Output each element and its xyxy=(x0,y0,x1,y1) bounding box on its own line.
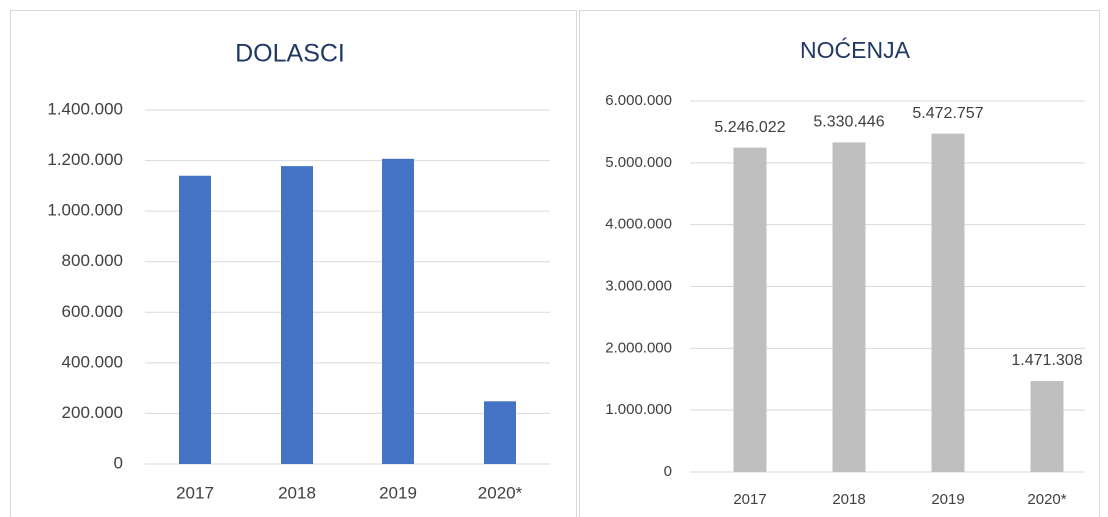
y-tick-label: 2.000.000 xyxy=(605,339,672,356)
y-tick-label: 4.000.000 xyxy=(605,216,672,233)
chart-title: NOĆENJA xyxy=(800,37,911,63)
x-tick-label: 2019 xyxy=(379,483,417,502)
panel-border xyxy=(10,10,577,517)
y-tick-label: 1.400.000 xyxy=(47,99,123,118)
chart-title: DOLASCI xyxy=(235,40,345,68)
y-tick-label: 400.000 xyxy=(62,352,123,371)
data-label: 5.246.022 xyxy=(714,119,785,136)
y-tick-label: 600.000 xyxy=(62,302,123,321)
bar xyxy=(179,175,211,464)
data-label: 5.472.757 xyxy=(912,105,983,122)
bar xyxy=(733,147,767,472)
x-tick-label: 2020* xyxy=(478,483,523,502)
y-tick-label: 1.000.000 xyxy=(47,201,123,220)
x-tick-label: 2017 xyxy=(733,491,766,508)
data-label: 1.471.308 xyxy=(1011,352,1082,369)
x-tick-label: 2017 xyxy=(176,483,214,502)
y-tick-label: 0 xyxy=(664,463,672,480)
panel-border xyxy=(579,10,1100,517)
y-tick-label: 3.000.000 xyxy=(605,277,672,294)
bar xyxy=(382,158,414,464)
x-tick-label: 2020* xyxy=(1027,491,1066,508)
bar xyxy=(832,142,866,472)
y-tick-label: 1.000.000 xyxy=(605,401,672,418)
x-tick-label: 2018 xyxy=(278,483,316,502)
bar xyxy=(484,401,516,464)
x-tick-label: 2018 xyxy=(832,491,865,508)
bar xyxy=(281,166,313,465)
y-tick-label: 0 xyxy=(114,453,123,472)
y-tick-label: 1.200.000 xyxy=(47,150,123,169)
y-tick-label: 200.000 xyxy=(62,403,123,422)
y-tick-label: 800.000 xyxy=(62,251,123,270)
y-tick-label: 5.000.000 xyxy=(605,154,672,171)
data-label: 5.330.446 xyxy=(813,114,884,131)
y-tick-label: 6.000.000 xyxy=(605,92,672,109)
bar xyxy=(931,133,965,472)
bar xyxy=(1030,381,1064,472)
x-tick-label: 2019 xyxy=(931,491,964,508)
